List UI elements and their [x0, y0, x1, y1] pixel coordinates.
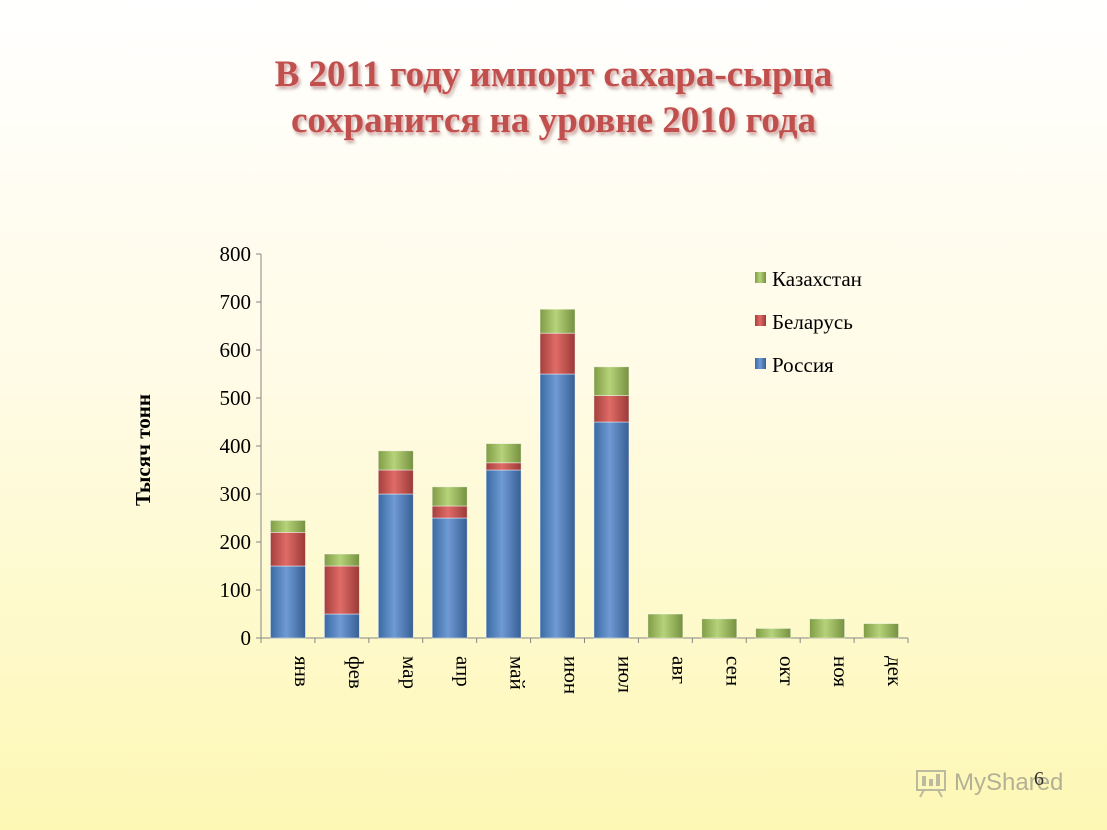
bar-segment-мар-Казахстан: [377, 450, 414, 471]
page-number: 6: [1034, 768, 1044, 790]
y-axis-title: Тысяч тонн: [131, 394, 155, 506]
x-tick-label-янв: янв: [290, 656, 314, 687]
y-tick-label: 700: [220, 290, 252, 314]
bar-segment-сен-Казахстан: [701, 618, 738, 639]
y-tick-label: 200: [220, 530, 252, 554]
bar-segment-июл-Беларусь: [593, 395, 630, 423]
x-tick-label-окт: окт: [775, 656, 799, 686]
legend-swatch-Беларусь: [755, 315, 766, 326]
y-tick-label: 400: [220, 434, 252, 458]
watermark-text: MyShared: [954, 769, 1064, 796]
bar-segment-фев-Россия: [323, 613, 360, 639]
legend-swatch-Россия: [755, 358, 766, 369]
x-tick-label-июл: июл: [613, 656, 637, 693]
bar-segment-авг-Казахстан: [647, 613, 684, 639]
x-tick-label-ноя: ноя: [829, 656, 853, 687]
bar-segment-май-Россия: [485, 469, 522, 639]
bar-segment-апр-Россия: [431, 517, 468, 639]
slide-title: В 2011 году импорт сахара-сырца сохранит…: [0, 52, 1107, 144]
x-tick-label-июн: июн: [560, 656, 584, 694]
bar-segment-фев-Беларусь: [323, 565, 360, 615]
y-tick-label: 800: [220, 242, 252, 266]
y-tick-label: 300: [220, 482, 252, 506]
x-tick-label-май: май: [506, 656, 530, 690]
y-tick-label: 600: [220, 338, 252, 362]
x-tick-label-дек: дек: [883, 656, 907, 687]
bar-segment-янв-Казахстан: [270, 520, 306, 533]
bar-segment-июн-Казахстан: [539, 308, 576, 334]
bar-segment-окт-Казахстан: [755, 628, 792, 639]
plot-area: 0 100 200 300 400 500 600 700 800 янв фев мар апр май…: [220, 242, 909, 694]
bar-segment-июл-Казахстан: [593, 366, 630, 396]
bar-segment-июн-Россия: [539, 373, 576, 639]
slide-title-line-1: В 2011 году импорт сахара-сырца: [274, 54, 833, 95]
y-tick-label: 0: [241, 626, 252, 650]
legend-label-Казахстан: Казахстан: [772, 267, 862, 291]
bar-segment-май-Беларусь: [485, 462, 522, 471]
x-tick-label-мар: мар: [398, 656, 422, 689]
legend-label-Россия: Россия: [772, 353, 834, 377]
bar-segment-дек-Казахстан: [863, 623, 899, 639]
bar-segment-апр-Казахстан: [431, 486, 468, 507]
bar-segment-апр-Беларусь: [431, 505, 468, 519]
watermark: MyShared: [914, 766, 1063, 800]
bar-segment-янв-Беларусь: [270, 532, 306, 567]
bar-segment-мар-Беларусь: [377, 469, 414, 495]
bar-segment-июл-Россия: [593, 421, 630, 639]
bar-segment-мар-Россия: [377, 493, 414, 639]
x-tick-label-фев: фев: [344, 656, 368, 689]
bar-segment-ноя-Казахстан: [809, 618, 846, 639]
y-tick-label: 500: [220, 386, 252, 410]
bar-segment-янв-Россия: [270, 565, 306, 639]
legend-swatch-Казахстан: [755, 272, 766, 283]
legend: Казахстан Беларусь Россия: [755, 267, 862, 377]
x-tick-label-авг: авг: [667, 656, 691, 684]
x-tick-label-апр: апр: [452, 656, 476, 687]
x-tick-label-сен: сен: [721, 656, 745, 686]
slide-title-line-2: сохранится на уровне 2010 года: [290, 100, 816, 141]
bar-segment-май-Казахстан: [485, 443, 522, 464]
legend-label-Беларусь: Беларусь: [772, 310, 853, 334]
y-tick-label: 100: [220, 578, 252, 602]
bar-segment-фев-Казахстан: [323, 553, 360, 567]
presentation-board-icon: [916, 770, 946, 798]
bar-segment-июн-Беларусь: [539, 332, 576, 375]
